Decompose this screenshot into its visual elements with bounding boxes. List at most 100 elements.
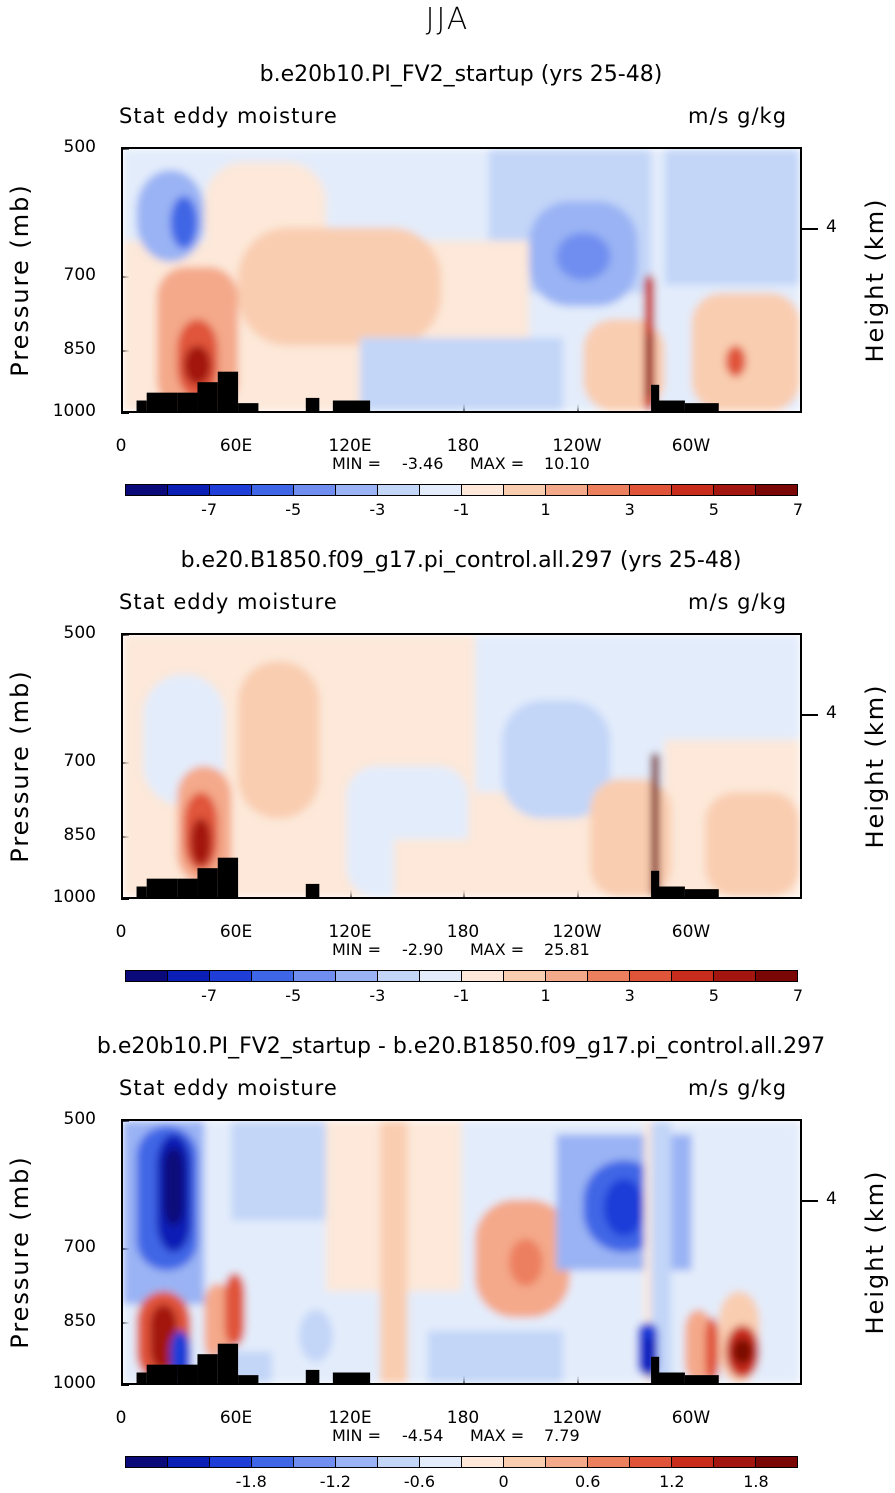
panel-1-y2label: Height (km)	[861, 197, 889, 363]
colorbar-bin	[168, 485, 210, 495]
colorbar-bin	[672, 971, 714, 981]
panel-2-colorbar-label: -5	[285, 986, 302, 1005]
contour-region	[224, 1272, 245, 1347]
colorbar-bin	[462, 971, 504, 981]
panel-2-colorbar-label: 3	[624, 986, 635, 1005]
panel-1-units-label: m/s g/kg	[688, 104, 788, 128]
panel-2-ylabel: Pressure (mb)	[6, 669, 34, 863]
contour-region	[651, 1121, 672, 1383]
panel-2-units-label: m/s g/kg	[688, 590, 788, 614]
colorbar-bin	[336, 971, 378, 981]
colorbar-bin	[294, 485, 336, 495]
panel-1-colorbar-label: -7	[201, 500, 218, 519]
contour-region	[393, 839, 496, 897]
colorbar-bin	[126, 971, 168, 981]
colorbar-bin	[546, 1457, 588, 1467]
topography-mask	[177, 878, 198, 897]
contour-region	[163, 1147, 184, 1226]
topography-mask	[332, 400, 371, 411]
panel-3-xtick-label: 120E	[328, 1408, 372, 1428]
colorbar-bin	[378, 1457, 420, 1467]
colorbar-bin	[588, 1457, 630, 1467]
colorbar-bin	[672, 485, 714, 495]
panel-3-xtick-label: 120W	[552, 1408, 602, 1428]
colorbar-bin	[420, 971, 462, 981]
panel-2-xtick-label: 120E	[328, 922, 372, 942]
colorbar-bin	[588, 971, 630, 981]
contour-region	[427, 1330, 564, 1383]
panel-1-xtick-label: 0	[115, 436, 127, 456]
panel-3-xtick-label: 60E	[219, 1408, 253, 1428]
colorbar-bin	[420, 1457, 462, 1467]
panel-2-max-value: 25.81	[544, 940, 590, 959]
panel-1-min-value: -3.46	[402, 454, 444, 473]
panel-2-ytick-label: 700	[63, 751, 96, 771]
topography-mask	[197, 868, 218, 897]
topography-mask	[657, 886, 685, 897]
panel-3-units-label: m/s g/kg	[688, 1076, 788, 1100]
panel-2-colorbar-label: 7	[792, 986, 804, 1005]
topography-mask	[332, 1372, 371, 1383]
panel-3-max-value: 7.79	[544, 1426, 580, 1445]
topography-mask	[136, 400, 147, 411]
panel-2-xtick-label: 60W	[671, 922, 711, 942]
topography-mask	[217, 857, 239, 897]
panel-3-title: b.e20b10.PI_FV2_startup - b.e20.B1850.f0…	[96, 1034, 826, 1059]
panel-3-min-value: -4.54	[402, 1426, 444, 1445]
panel-3-ytick-label: 850	[63, 1311, 96, 1331]
panel-1-xtick-label: 60W	[671, 436, 711, 456]
topography-mask	[197, 1354, 218, 1383]
topography-mask	[238, 403, 259, 411]
colorbar-bin	[252, 971, 294, 981]
contour-region	[556, 232, 611, 280]
topography-mask	[651, 870, 660, 897]
panel-1-max-label: MAX =	[470, 454, 525, 473]
panel-2-min-label: MIN =	[332, 940, 381, 959]
contour-region	[646, 332, 652, 398]
panel-2-y2tick	[802, 714, 818, 716]
panel-3-xtick-label: 0	[115, 1408, 127, 1428]
panel-1-xtick-label: 120W	[552, 436, 602, 456]
colorbar-bin	[546, 971, 588, 981]
contour-region	[705, 792, 800, 897]
colorbar-bin	[504, 1457, 546, 1467]
panel-3-colorbar-label: 1.8	[743, 1472, 769, 1491]
colorbar-bin	[504, 971, 546, 981]
colorbar-bin	[546, 485, 588, 495]
colorbar-bin	[672, 1457, 714, 1467]
topography-mask	[657, 400, 685, 411]
colorbar-bin	[714, 485, 756, 495]
topography-mask	[657, 1372, 685, 1383]
contour-region	[684, 1309, 712, 1383]
colorbar-bin	[294, 1457, 336, 1467]
panel-3-xtick-label: 180	[446, 1408, 480, 1428]
panel-2-xtick-label: 120W	[552, 922, 602, 942]
panel-2-colorbar-label: 1	[540, 986, 551, 1005]
panel-2-ytick-label: 850	[63, 825, 96, 845]
panel-1-y2tick	[802, 228, 818, 230]
colorbar-bin	[462, 1457, 504, 1467]
panel-2-colorbar-label: -7	[201, 986, 218, 1005]
panel-1-xtick-label: 120E	[328, 436, 372, 456]
panel-1-title: b.e20b10.PI_FV2_startup (yrs 25-48)	[259, 62, 663, 87]
contour-region	[380, 1121, 408, 1383]
panel-3-colorbar-label: 0.6	[574, 1472, 601, 1491]
panel-1-variable-label: Stat eddy moisture	[119, 104, 338, 128]
topography-mask	[146, 392, 178, 411]
panel-1-colorbar-label: 1	[540, 500, 551, 519]
contour-region	[691, 293, 800, 411]
colorbar-bin	[462, 485, 504, 495]
contour-region	[299, 1309, 333, 1363]
topography-mask	[197, 382, 218, 411]
panel-1-xtick-label: 180	[446, 436, 480, 456]
panel-1-colorbar-label: -3	[369, 500, 386, 519]
panel-3-ylabel: Pressure (mb)	[6, 1155, 34, 1349]
colorbar-bin	[756, 1457, 797, 1467]
colorbar-bin	[714, 1457, 756, 1467]
contour-region	[502, 700, 611, 819]
colorbar-bin	[588, 485, 630, 495]
panel-1-min-label: MIN =	[332, 454, 381, 473]
topography-mask	[217, 1343, 239, 1383]
colorbar-bin	[168, 971, 210, 981]
colorbar-bin	[378, 971, 420, 981]
